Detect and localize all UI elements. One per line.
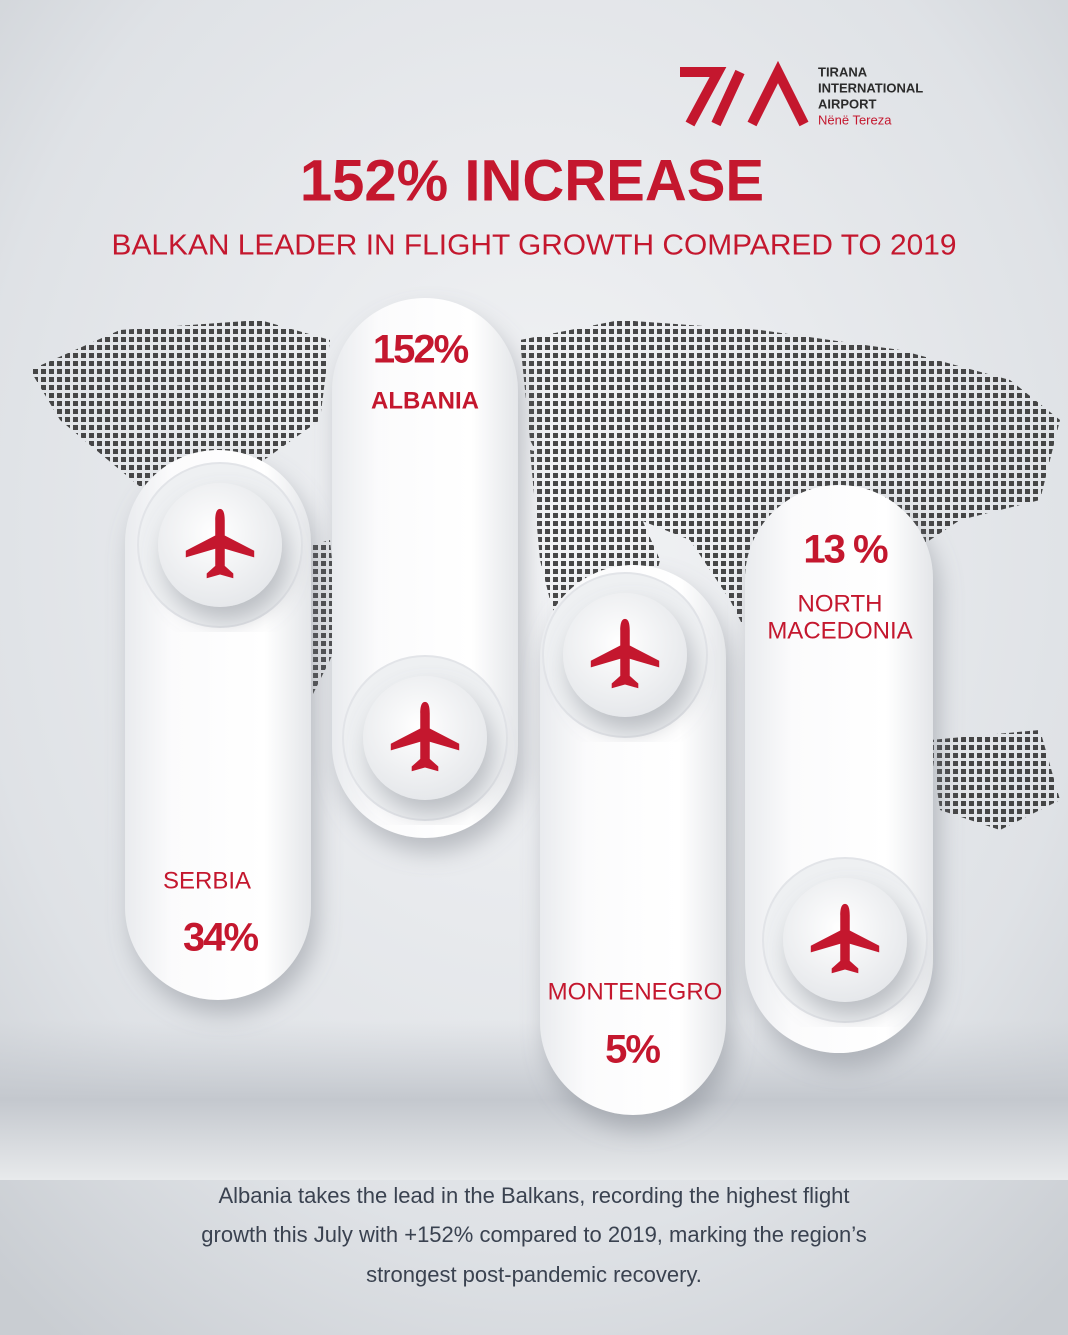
logo-mark	[680, 60, 809, 127]
card: ALBANIA 152%	[332, 298, 518, 838]
title: 152% INCREASE	[300, 148, 764, 213]
country-name: ALBANIA	[371, 387, 479, 414]
cards: SERBIA 34% ALBANIA 152% MONTENEGRO 5% NORTHMAC…	[125, 298, 933, 1115]
logo: TIRANA INTERNATIONAL AIRPORT Nënë Tereza	[680, 60, 923, 127]
floor	[0, 1020, 1068, 1180]
country-name: SERBIA	[163, 867, 251, 894]
logo-text: INTERNATIONAL	[818, 80, 923, 95]
footer-line: growth this July with +152% compared to …	[201, 1222, 866, 1247]
country-name: MACEDONIA	[767, 617, 912, 644]
growth-value: 152%	[373, 328, 469, 372]
growth-value: 13 %	[803, 528, 888, 572]
card: MONTENEGRO 5%	[540, 565, 726, 1115]
logo-text: TIRANA	[818, 64, 868, 79]
country-name: MONTENEGRO	[548, 978, 723, 1005]
footer-line: Albania takes the lead in the Balkans, r…	[218, 1183, 849, 1208]
subtitle: BALKAN LEADER IN FLIGHT GROWTH COMPARED …	[112, 230, 957, 262]
country-name: NORTH	[798, 590, 883, 617]
growth-value: 34%	[183, 916, 258, 960]
growth-value: 5%	[605, 1028, 660, 1072]
footer-line: strongest post-pandemic recovery.	[366, 1262, 702, 1287]
card: SERBIA 34%	[125, 450, 311, 1000]
logo-text: AIRPORT	[818, 96, 877, 111]
logo-tagline: Nënë Tereza	[818, 112, 892, 127]
